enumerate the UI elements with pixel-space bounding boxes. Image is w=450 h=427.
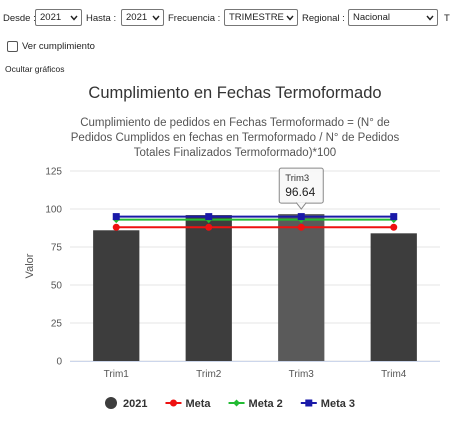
legend-marker: [305, 399, 313, 407]
legend-item[interactable]: Meta: [165, 398, 211, 410]
legend-item[interactable]: Meta 2: [228, 398, 283, 410]
legend-item[interactable]: 2021: [105, 397, 147, 410]
x-tick-label: Trim2: [196, 369, 222, 380]
y-tick-label: 100: [45, 205, 62, 216]
legend-marker: [169, 399, 177, 407]
filter-label: Hasta :: [86, 13, 117, 24]
line-marker: [205, 213, 213, 221]
filter-label: Desde :: [3, 13, 36, 24]
dropdown-arrow: [70, 15, 78, 21]
dropdown-arrow: [426, 15, 434, 21]
line-marker: [390, 223, 398, 231]
filter-select[interactable]: 2021: [121, 9, 164, 26]
x-tick-label: Trim1: [104, 369, 130, 380]
legend-label: Meta 2: [249, 398, 283, 410]
bar: [278, 214, 325, 361]
y-tick-label: 25: [51, 319, 63, 330]
y-tick-label: 0: [56, 357, 62, 368]
checkbox-label[interactable]: Ver cumplimiento: [22, 41, 95, 52]
bar: [185, 215, 232, 361]
line-marker: [205, 223, 213, 231]
legend-marker: [233, 399, 241, 407]
y-tick-label: 50: [51, 281, 63, 292]
line-marker: [297, 213, 305, 221]
line-marker: [390, 213, 398, 221]
dropdown-arrow: [286, 15, 294, 21]
tooltip-value: 96.64: [285, 185, 315, 199]
line-marker: [297, 223, 305, 231]
line-marker: [112, 223, 120, 231]
filter-select[interactable]: Nacional: [348, 9, 438, 26]
x-tick-label: Trim3: [289, 369, 315, 380]
filter-select[interactable]: TRIMESTRE: [224, 9, 298, 26]
y-tick-label: 125: [45, 167, 62, 178]
filter-select[interactable]: 2021: [35, 9, 82, 26]
bar: [370, 233, 417, 361]
x-tick-label: Trim4: [381, 369, 407, 380]
checkbox[interactable]: [7, 41, 18, 52]
filter-bar: Ver cumplimiento Ocultar gráficos T Desd…: [0, 0, 450, 80]
legend-label: 2021: [123, 398, 147, 410]
tooltip-category: Trim3: [285, 173, 309, 184]
cut-label: T: [444, 13, 450, 24]
line-marker: [112, 213, 120, 221]
legend-label: Meta: [185, 398, 211, 410]
filter-label: Frecuencia :: [168, 13, 221, 24]
legend-item[interactable]: Meta 3: [300, 398, 355, 410]
chart-subtitle: Cumplimiento de pedidos en Fechas Termof…: [70, 117, 400, 159]
y-axis-label: Valor: [24, 253, 36, 278]
legend-label: Meta 3: [321, 398, 355, 410]
toggle-link[interactable]: Ocultar gráficos: [5, 64, 65, 74]
y-tick-label: 75: [51, 243, 63, 254]
chart-title: Cumplimiento en Fechas Termoformado: [88, 84, 381, 102]
dropdown-arrow: [152, 15, 160, 21]
bar: [93, 230, 140, 361]
tooltip-pointer: [295, 202, 307, 210]
legend-symbol: [105, 397, 117, 409]
filter-label: Regional :: [302, 13, 345, 24]
